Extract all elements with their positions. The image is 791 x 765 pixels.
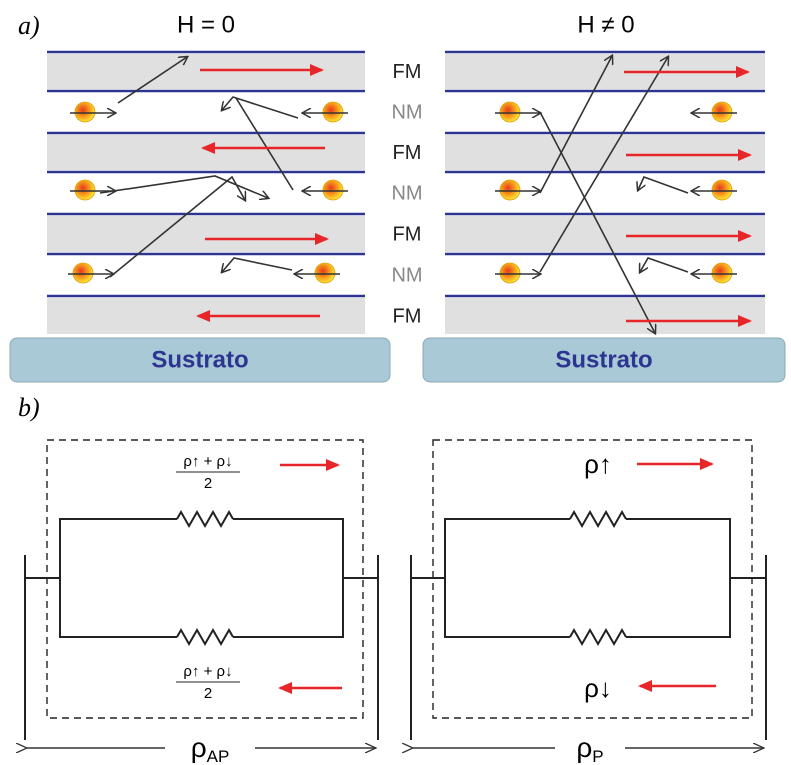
symbol: ρ xyxy=(576,732,592,763)
electron xyxy=(75,102,95,122)
resistance: ρ↑ xyxy=(584,449,612,479)
denominator: 2 xyxy=(204,475,212,492)
wire xyxy=(60,519,343,637)
electron xyxy=(315,263,335,283)
electron xyxy=(500,263,520,283)
panel-label: b) xyxy=(18,393,40,422)
current-arrows xyxy=(280,464,716,688)
substrate-label: Sustrato xyxy=(555,346,652,373)
layers: FM NM FM NM FM NM FM xyxy=(47,52,765,334)
magnetization xyxy=(198,70,750,321)
symbol: ρ xyxy=(191,732,207,763)
total-resistance: ρP xyxy=(576,732,603,765)
substrate-label: Sustrato xyxy=(151,346,248,373)
resistor xyxy=(177,630,233,644)
panel-title: H = 0 xyxy=(177,11,235,38)
subscript: AP xyxy=(207,747,230,765)
layer-label: FM xyxy=(393,305,422,327)
fm-layer xyxy=(47,216,365,252)
denominator: 2 xyxy=(204,685,212,702)
electron xyxy=(712,263,732,283)
total-resistance: ρAP xyxy=(191,732,230,765)
electron xyxy=(323,180,343,200)
terminal xyxy=(25,555,378,740)
electron xyxy=(75,180,95,200)
diagram: a) H = 0 H ≠ 0 FM NM FM NM FM NM FM Sustrato S… xyxy=(0,0,791,765)
electron xyxy=(500,102,520,122)
layer-label: NM xyxy=(391,264,422,286)
fm-layer xyxy=(445,135,765,170)
circuit xyxy=(25,512,766,740)
wire xyxy=(445,519,730,637)
resistor xyxy=(570,512,626,526)
panel-label: a) xyxy=(18,11,40,40)
electron xyxy=(500,180,520,200)
panel-title: H ≠ 0 xyxy=(577,11,634,38)
resistor xyxy=(570,630,626,644)
layer-label: FM xyxy=(393,223,422,245)
layer-label: NM xyxy=(391,101,422,123)
fm-layer xyxy=(445,216,765,252)
layer-label: FM xyxy=(393,142,422,164)
fm-layer xyxy=(47,135,365,170)
numerator: ρ↑ + ρ↓ xyxy=(183,453,232,470)
numerator: ρ↑ + ρ↓ xyxy=(183,663,232,680)
resistor xyxy=(177,512,233,526)
layer-label: FM xyxy=(393,61,422,83)
electron xyxy=(712,180,732,200)
resistance: ρ↓ xyxy=(584,673,612,703)
fm-layer xyxy=(445,298,765,334)
resistances: ρ↑ + ρ↓ 2 ρ↑ + ρ↓ 2 ρ↑ ρ↓ xyxy=(176,449,612,703)
fm-layer xyxy=(47,54,365,89)
electron xyxy=(323,102,343,122)
electron xyxy=(712,102,732,122)
electron xyxy=(73,263,93,283)
layer-label: NM xyxy=(391,182,422,204)
subscript: P xyxy=(592,747,603,765)
terminal xyxy=(411,555,766,740)
